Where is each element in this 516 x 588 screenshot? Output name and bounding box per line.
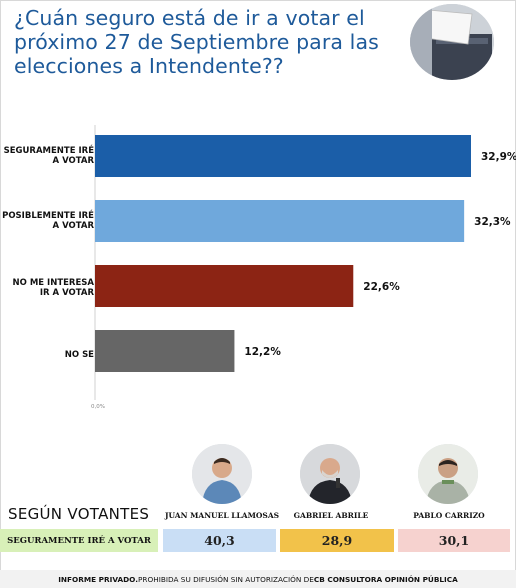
category-label-4: NO SE [64,350,94,360]
candidate-photo-abrile [300,444,360,504]
bar-3 [95,265,354,307]
footer-bold-suffix: CB CONSULTORA OPINIÓN PÚBLICA [313,574,458,584]
voter-value-carrizo: 30,1 [398,529,510,552]
category-label-3: NO ME INTERESA IR A VOTAR [12,278,94,298]
x-tick-label: 0,0% [91,404,105,410]
bar-value-label-4: 12,2% [244,346,281,358]
poll-question-title: ¿Cuán seguro está de ir a votar el próxi… [14,6,379,78]
candidate-name-2: GABRIEL ABRILE [293,511,369,520]
category-label-2: POSIBLEMENTE IRÉ A VOTAR [2,211,94,231]
bar-value-label-1: 32,9% [481,151,516,163]
bar-1 [95,135,471,177]
voter-row-label: SEGURAMENTE IRÉ A VOTAR [0,529,158,552]
footer-text: PROHIBIDA SU DIFUSIÓN SIN AUTORIZACIÓN D… [138,574,314,584]
voter-value-abrile: 28,9 [280,529,394,552]
section-title: SEGÚN VOTANTES [8,505,150,523]
candidate-name-3: PABLO CARRIZO [413,511,485,520]
footer-bold-prefix: INFORME PRIVADO. [58,574,138,584]
bar-value-label-2: 32,3% [474,216,511,228]
voter-value-llamosas: 40,3 [163,529,276,552]
candidate-photo-llamosas [192,444,252,504]
bar-2 [95,200,465,242]
ballot-box-photo [410,4,494,80]
bar-4 [95,330,235,372]
bar-value-label-3: 22,6% [363,281,400,293]
category-label-1: SEGURAMENTE IRÉ A VOTAR [3,146,94,166]
footer-disclaimer: INFORME PRIVADO. PROHIBIDA SU DIFUSIÓN S… [0,570,516,588]
candidate-photo-carrizo [418,444,478,504]
candidate-name-1: JUAN MANUEL LLAMOSAS [164,511,280,520]
bar-chart: 32,9% 32,3% 22,6% 12,2% 0,0% [91,125,516,410]
